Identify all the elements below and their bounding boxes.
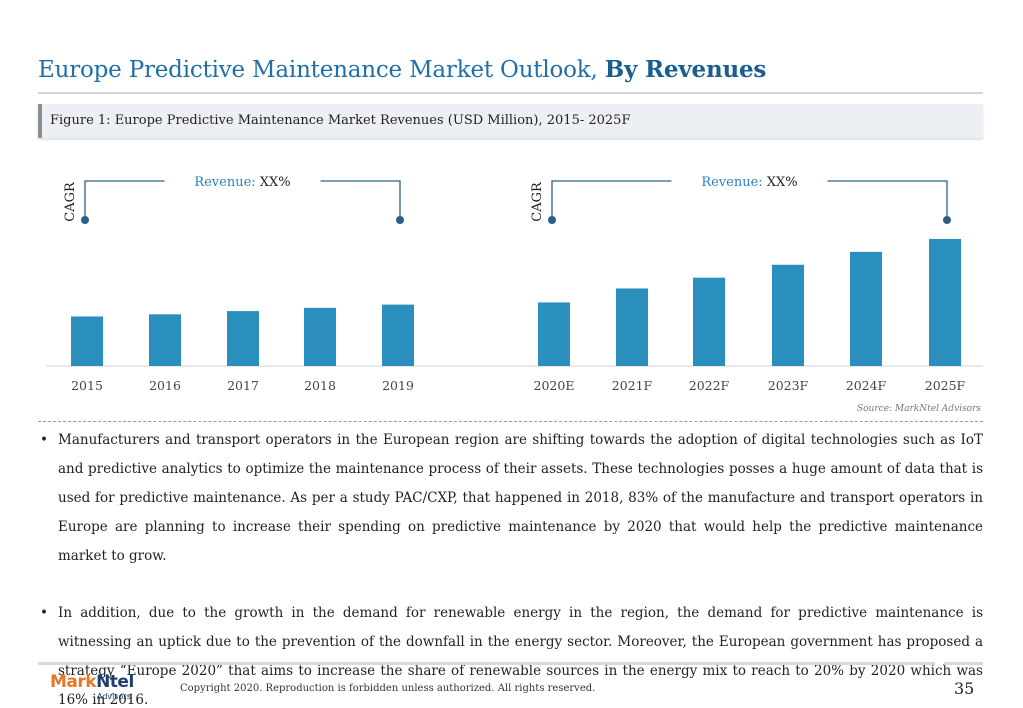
cagr-side-label: CAGR (530, 181, 545, 222)
footer-divider-short (944, 662, 983, 665)
bar-2017 (227, 311, 259, 366)
figure-caption-bar: Figure 1: Europe Predictive Maintenance … (38, 104, 983, 138)
revenue-value-text: XX% (767, 175, 798, 190)
x-tick-label: 2015 (71, 378, 103, 393)
x-tick-label: 2021F (612, 378, 653, 393)
revenue-cagr-label: Revenue: XX% (701, 175, 797, 190)
x-tick-label: 2020E (534, 378, 575, 393)
bar-2023F (772, 264, 804, 366)
bracket-dot-right (943, 216, 951, 224)
x-tick-label: 2024F (846, 378, 887, 393)
bar-2024F (850, 251, 882, 366)
revenue-bar-chart: 2015 2016 2017 2018 2019 2020E 2021F 2022F 2023F… (46, 175, 983, 393)
cagr-bracket-2: Revenue: XX% CAGR (530, 175, 951, 224)
x-tick-label: 2019 (382, 378, 414, 393)
page-title-main: Europe Predictive Maintenance Market Out… (38, 57, 598, 83)
revenue-value-text: XX% (260, 175, 291, 190)
bar-2022F (693, 277, 725, 366)
bullet-list: Manufacturers and transport operators in… (38, 426, 983, 708)
company-logo: MarkNtel Advisors (50, 672, 140, 702)
logo-text-main: Mark (50, 672, 97, 692)
revenue-label-text: Revenue: (701, 175, 766, 190)
bullet-point-1: Manufacturers and transport operators in… (38, 426, 983, 571)
logo-text-accent: Ntel (96, 672, 134, 692)
x-tick-label: 2017 (227, 378, 259, 393)
revenue-cagr-label: Revenue: XX% (194, 175, 290, 190)
bar-2018 (304, 307, 336, 366)
copyright-notice: Copyright 2020. Reproduction is forbidde… (180, 683, 596, 694)
title-divider (38, 92, 983, 94)
chart-source: Source: MarkNtel Advisors (856, 404, 981, 414)
page-title: Europe Predictive Maintenance Market Out… (38, 56, 766, 83)
x-tick-label: 2022F (689, 378, 730, 393)
bracket-line-left (551, 180, 672, 220)
x-tick-label: 2023F (768, 378, 809, 393)
bar-2015 (71, 316, 103, 366)
bracket-line-right (320, 180, 401, 220)
bracket-dot-right (396, 216, 404, 224)
bar-2025F (929, 238, 961, 366)
bracket-line-right (827, 180, 948, 220)
bracket-dot-left (548, 216, 556, 224)
bar-2020E (538, 302, 570, 366)
cagr-bracket-1: Revenue: XX% CAGR (63, 175, 404, 224)
bar-2016 (149, 314, 181, 366)
page-title-emphasis: By Revenues (604, 56, 767, 83)
figure-caption: Figure 1: Europe Predictive Maintenance … (50, 113, 631, 128)
x-tick-label: 2025F (925, 378, 966, 393)
bracket-line-left (84, 180, 165, 220)
x-tick-label: 2016 (149, 378, 181, 393)
revenue-label-text: Revenue: (194, 175, 259, 190)
bar-2021F (616, 288, 648, 366)
bar-2019 (382, 304, 414, 366)
bracket-dot-left (81, 216, 89, 224)
page-number: 35 (954, 679, 975, 698)
footer-divider (38, 662, 935, 665)
dashed-divider (38, 421, 983, 422)
logo-subtext: Advisors (97, 692, 131, 701)
x-tick-label: 2018 (304, 378, 336, 393)
cagr-side-label: CAGR (63, 181, 78, 222)
bullet-point-2: In addition, due to the growth in the de… (38, 599, 983, 708)
